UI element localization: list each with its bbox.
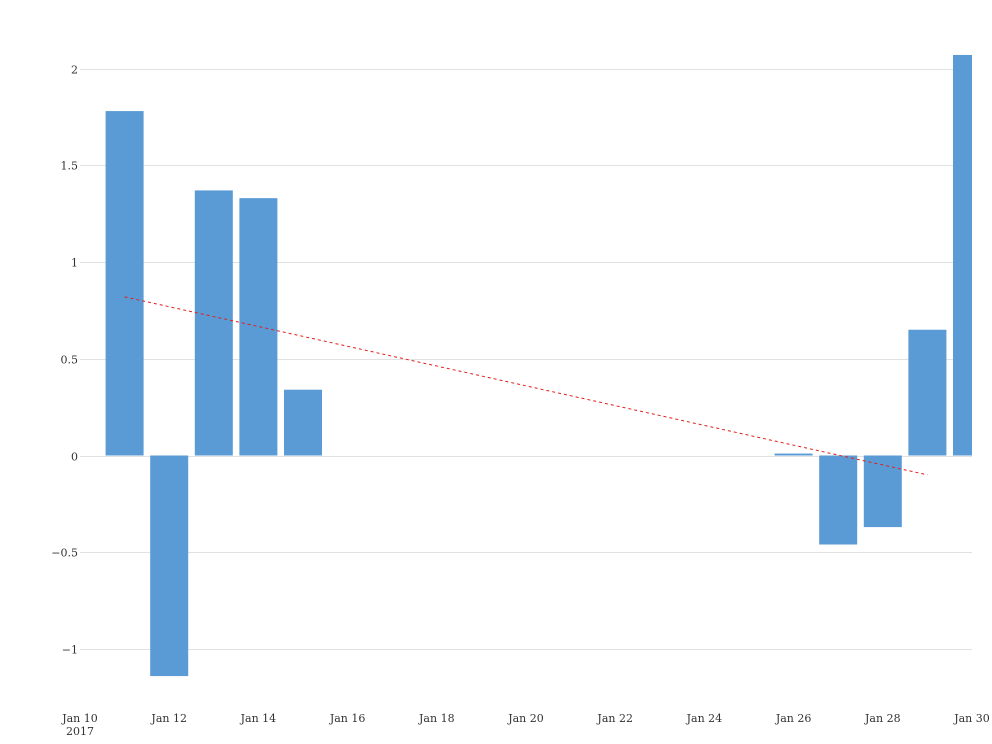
y-tick-label: 2 [71,64,78,77]
y-tick-label: 0 [71,451,78,464]
bar [284,389,322,456]
bar [150,455,189,677]
bar [819,455,858,545]
bar [774,453,813,456]
y-tick-label: 0.5 [61,354,79,367]
x-tick-year-label: 2017 [66,725,94,738]
bar [194,190,233,456]
y-tick-label: −1 [62,644,78,657]
x-tick-label: Jan 26 [775,712,812,725]
x-tick-label: Jan 16 [329,712,366,725]
x-tick-label: Jan 20 [507,712,544,725]
bar [908,329,947,456]
x-tick-label: Jan 10 [61,712,98,725]
x-tick-label: Jan 14 [240,712,277,725]
y-tick-label: 1.5 [61,160,79,173]
bar-series [105,54,972,677]
bar [105,111,144,456]
trendline [124,296,928,476]
x-tick-label: Jan 28 [864,712,901,725]
x-tick-label: Jan 30 [953,712,990,725]
trendline-layer [124,296,928,476]
bar [863,455,902,528]
x-tick-label: Jan 24 [686,712,723,725]
y-tick-label: 1 [71,257,78,270]
bar [239,198,278,456]
bar [953,54,972,456]
y-tick-label: −0.5 [51,547,78,560]
y-axis-tick-labels: −1 −0.5 0 0.5 1 1.5 2 [51,64,78,657]
x-tick-label: Jan 22 [596,712,633,725]
x-tick-label: Jan 18 [418,712,455,725]
x-tick-label: Jan 12 [150,712,187,725]
